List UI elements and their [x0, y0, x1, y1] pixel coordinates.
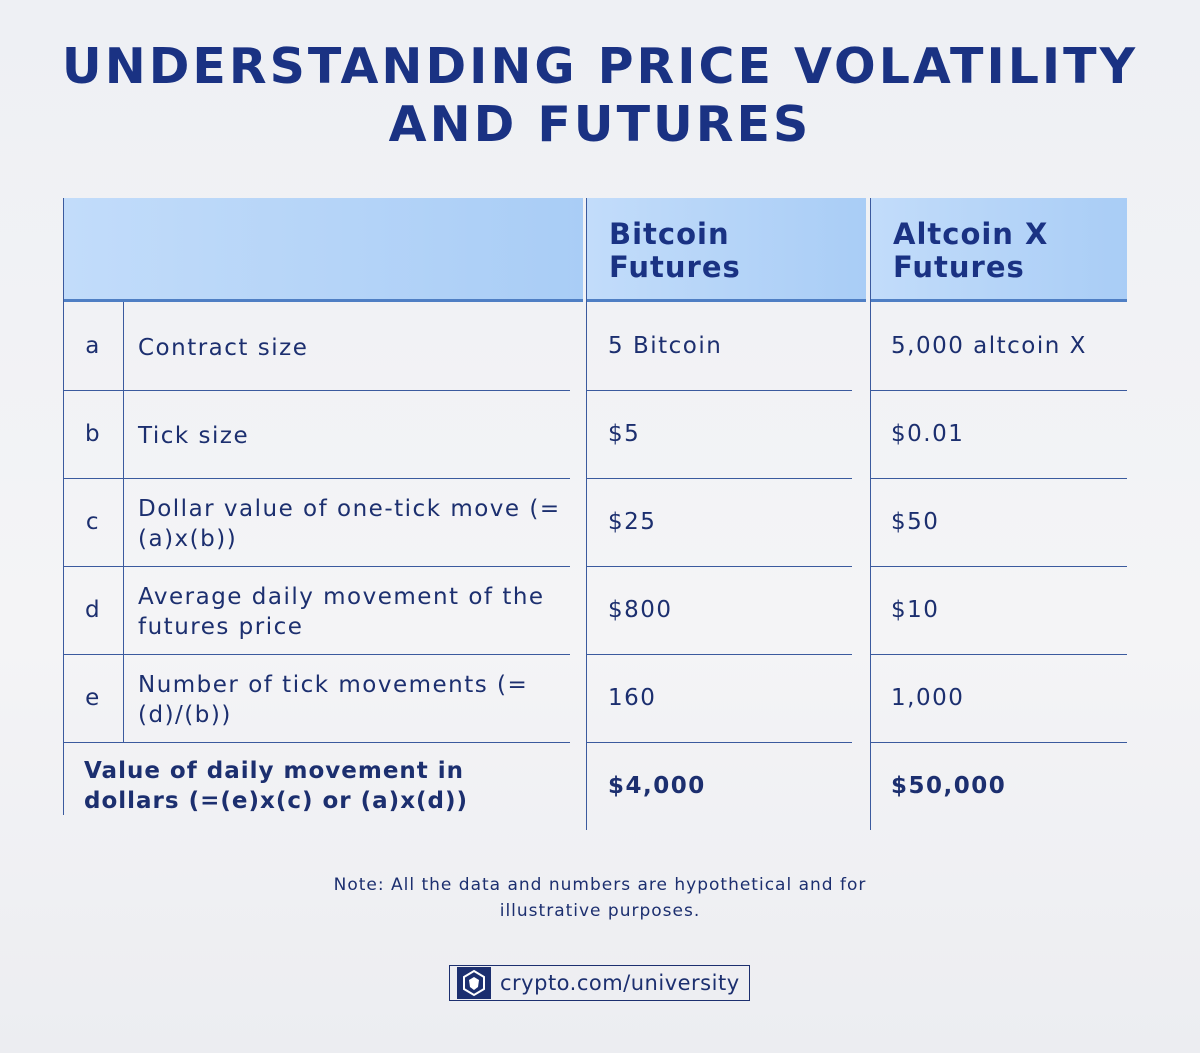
header-text: Bitcoin Futures	[609, 217, 741, 284]
row-label: Number of tick movements (=(d)/(b))	[138, 672, 529, 728]
header-cell: Bitcoin Futures	[587, 198, 866, 302]
row-line	[587, 654, 852, 655]
cell-value: $0.01	[891, 421, 965, 447]
cell-value: $5	[608, 421, 641, 447]
row-line	[871, 566, 1127, 567]
note: Note: All the data and numbers are hypot…	[0, 872, 1200, 924]
cell-value: 160	[608, 685, 657, 711]
total-label: Value of daily movement in dollars (=(e)…	[84, 758, 469, 814]
title-line: UNDERSTANDING PRICE VOLATILITY	[61, 38, 1139, 95]
row-label: Contract size	[138, 335, 309, 361]
row-letter: a	[85, 333, 101, 359]
row-label: Tick size	[138, 423, 250, 449]
header-cell: Altcoin X Futures	[871, 198, 1127, 302]
row-letter: c	[85, 509, 101, 535]
row-line	[63, 478, 570, 479]
row-line	[871, 654, 1127, 655]
total-value: $4,000	[608, 773, 706, 799]
cell-value: $25	[608, 509, 657, 535]
title: UNDERSTANDING PRICE VOLATILITY AND FUTUR…	[0, 38, 1200, 154]
cell-value: $50	[891, 509, 940, 535]
row-line	[587, 390, 852, 391]
cell-value: 1,000	[891, 685, 965, 711]
row-line	[871, 390, 1127, 391]
note-text: Note: All the data and numbers are hypot…	[333, 875, 867, 921]
column-line	[586, 198, 587, 830]
row-line	[871, 742, 1127, 743]
row-letter: d	[84, 597, 102, 623]
row-letter: e	[85, 685, 101, 711]
row-line	[63, 566, 570, 567]
cell-value: $10	[891, 597, 940, 623]
column-line	[63, 198, 64, 815]
logo	[457, 967, 491, 999]
row-label: Dollar value of one-tick move (=(a)x(b))	[138, 496, 561, 552]
row-line	[587, 566, 852, 567]
total-value: $50,000	[891, 773, 1007, 799]
row-label: Average daily movement of the futures pr…	[138, 584, 545, 640]
row-line	[587, 478, 852, 479]
footer-link[interactable]: crypto.com/university	[449, 965, 750, 1001]
footer-text: crypto.com/university	[500, 971, 740, 995]
header-cell	[63, 198, 583, 302]
cell-value: 5 Bitcoin	[608, 333, 723, 359]
row-line	[63, 390, 570, 391]
column-line	[870, 198, 871, 830]
row-letter: b	[84, 421, 102, 447]
title-line: AND FUTURES	[388, 96, 812, 153]
row-line	[587, 742, 852, 743]
header-text: Altcoin X Futures	[893, 217, 1049, 284]
cell-value: 5,000 altcoin X	[891, 333, 1087, 359]
row-line	[871, 478, 1127, 479]
row-line	[63, 742, 570, 743]
row-line	[63, 654, 570, 655]
column-line	[123, 302, 124, 742]
cell-value: $800	[608, 597, 673, 623]
